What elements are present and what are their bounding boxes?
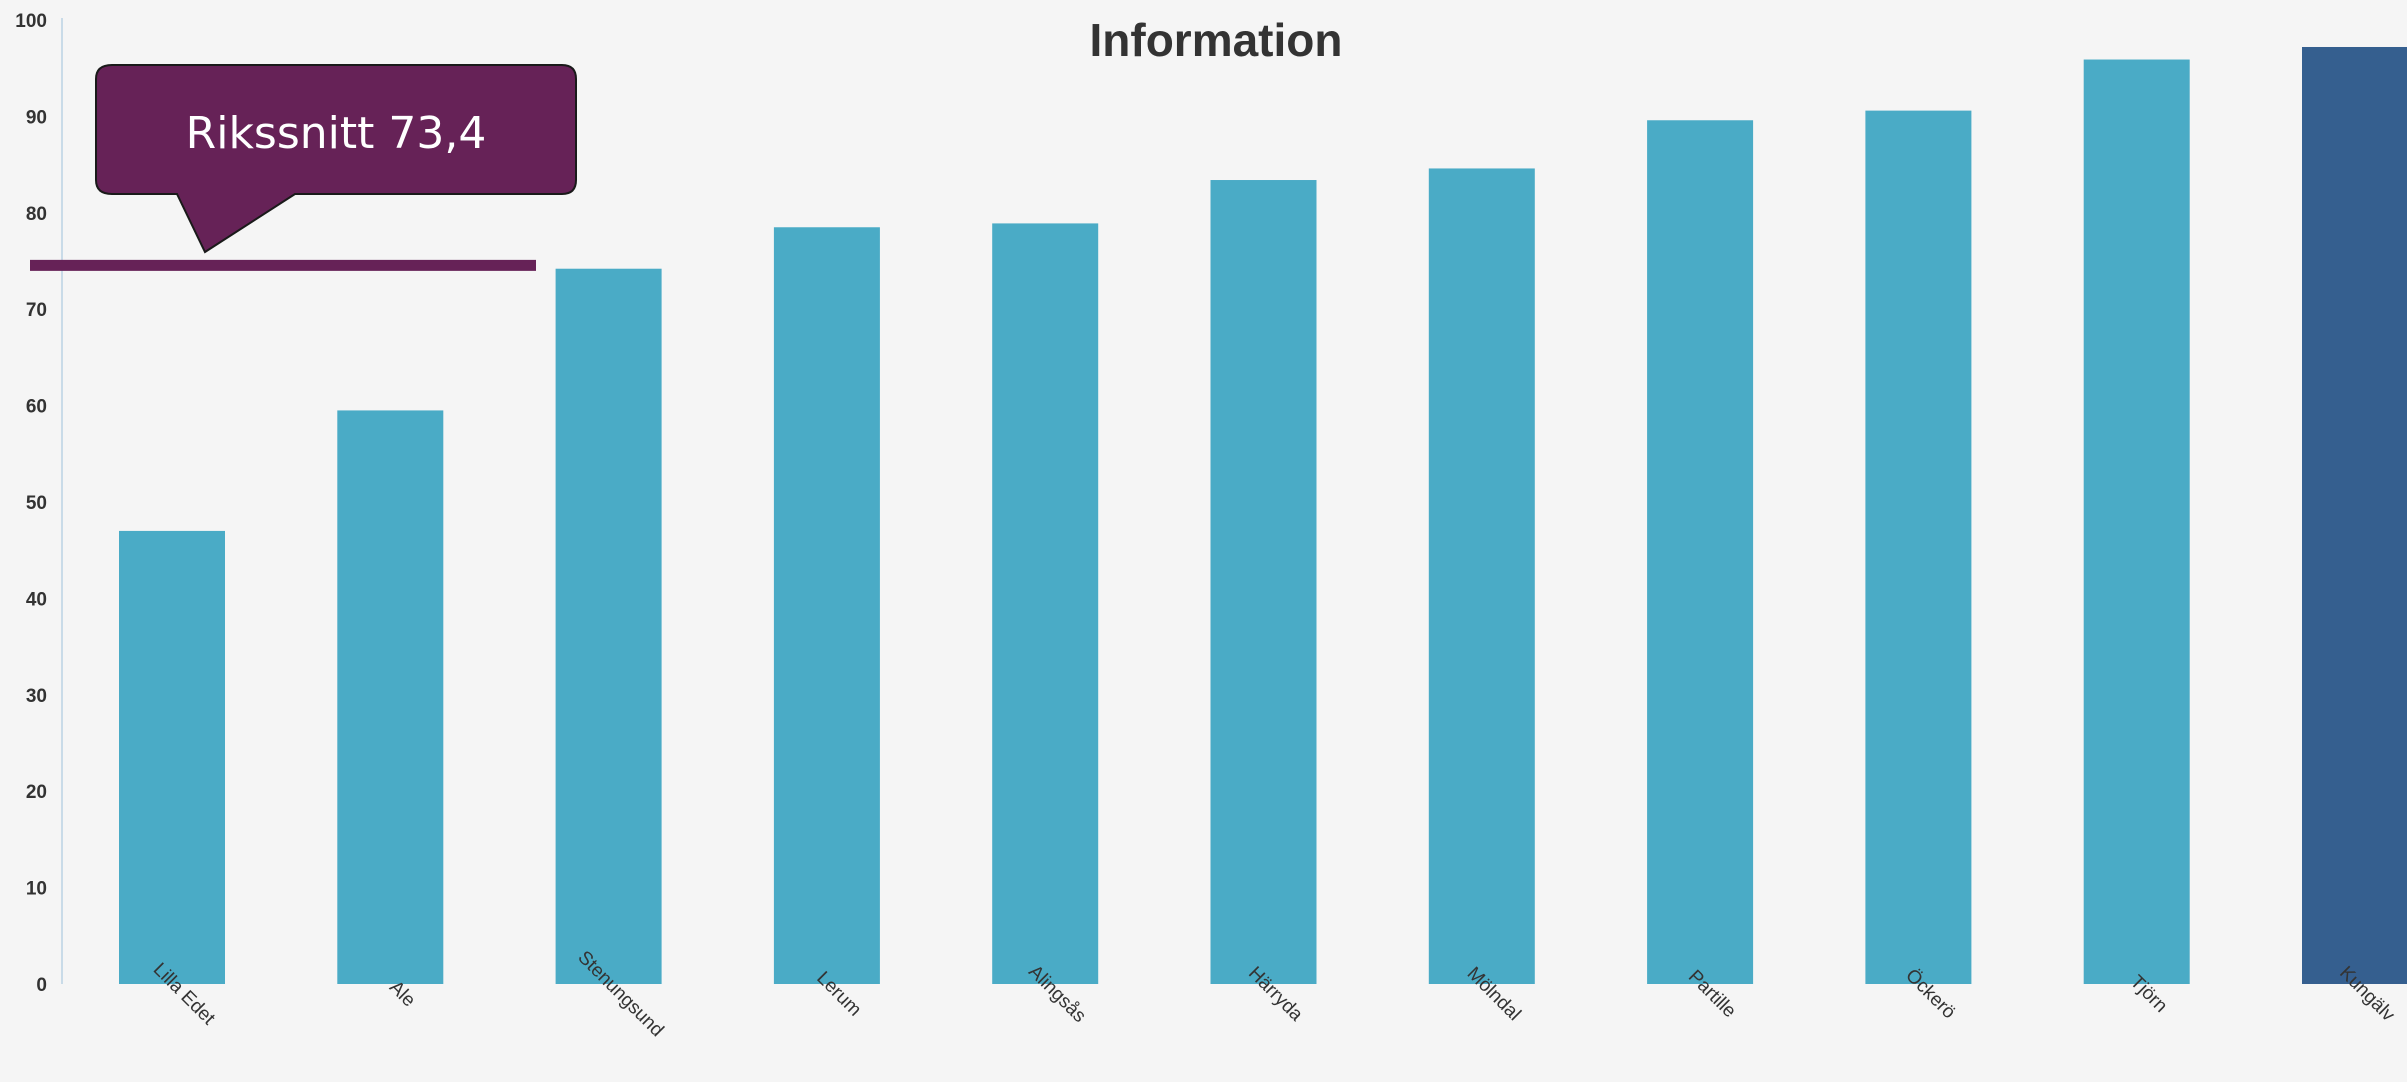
y-tick-label: 60 [26, 397, 47, 418]
callout-box [95, 64, 577, 254]
y-tick-label: 40 [26, 589, 47, 610]
y-tick-label: 50 [26, 493, 47, 514]
bar [2302, 46, 2407, 984]
y-tick-label: 30 [26, 686, 47, 707]
bar [1210, 180, 1317, 985]
y-tick-label: 100 [15, 11, 47, 32]
y-tick-label: 90 [26, 107, 47, 128]
y-tick-label: 10 [26, 879, 47, 900]
bar [773, 227, 880, 984]
bar [555, 268, 662, 984]
bar [1647, 120, 1754, 985]
bar [2083, 59, 2190, 985]
bar [119, 530, 225, 984]
bars-group [119, 46, 2407, 985]
y-tick-label: 20 [26, 782, 47, 803]
reference-callout: Rikssnitt 73,4 [95, 64, 577, 254]
y-tick-label: 70 [26, 300, 47, 321]
bar [1428, 168, 1535, 984]
y-tick-label: 0 [36, 975, 47, 996]
bar [1865, 110, 1972, 985]
bar [337, 410, 444, 984]
chart-title: Information [1090, 14, 1343, 66]
reference-label: Rikssnitt 73,4 [186, 108, 487, 159]
y-tick-label: 80 [26, 204, 47, 225]
y-axis-ticks: 0 10 20 30 40 50 60 70 80 90 100 [15, 11, 47, 996]
bar [992, 223, 1099, 985]
